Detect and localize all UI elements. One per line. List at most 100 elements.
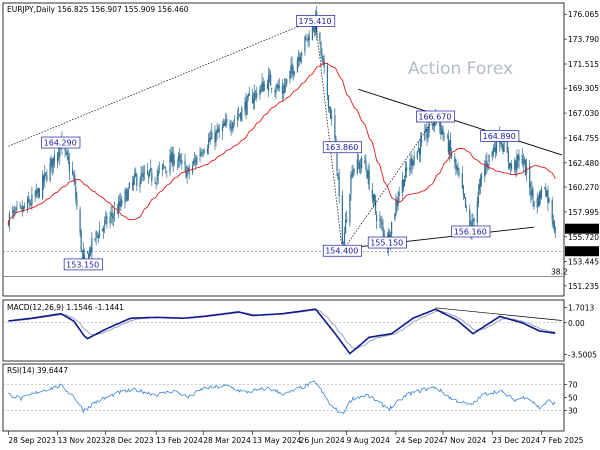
candle-body [514,160,516,170]
candle-body [442,128,444,135]
candle-body [548,198,550,202]
candle-body [27,199,29,211]
candle-body [146,170,149,174]
candle-body [296,60,299,73]
candle-body [194,160,196,161]
candle-body [211,131,213,140]
candle-body [216,130,218,134]
candle-body [450,152,453,158]
candle-body [382,226,384,230]
price-tag-label: 154.400 [567,247,598,256]
candle-body [151,172,153,182]
candle-body [552,220,554,225]
candle-body [469,209,471,225]
candle-body [551,200,553,220]
trendline [342,116,436,252]
candle-body [304,36,306,53]
candle-body [306,39,308,41]
candle-body [523,159,525,162]
candle-body [103,227,105,231]
candle-body [106,216,108,225]
rsi-line [8,380,556,415]
candle-body [271,87,273,89]
candle-body [330,107,332,119]
candle-body [148,173,150,176]
candle-body [36,190,38,195]
candle-body [131,182,134,186]
candle-body [454,156,456,163]
candle-body [486,160,488,167]
candle-body [232,122,234,129]
candle-body [245,100,247,113]
candle-body [166,170,168,172]
candle-body [240,112,242,120]
candle-body [509,163,512,167]
candle-body [154,181,156,183]
candle-body [403,179,406,187]
rsi-layer [3,380,564,415]
price-annotation-label: 153.150 [66,260,99,269]
candle-body [255,91,257,93]
candle-body [256,92,258,98]
candle-body [394,213,396,220]
candle-body [82,250,84,260]
candle-body [236,116,239,119]
candle-body [187,167,189,170]
candle-body [266,83,269,89]
candle-body [35,189,37,197]
candle-body [537,197,539,206]
candle-body [233,119,235,122]
candle-body [463,193,466,198]
candle-body [346,219,348,222]
price-annotation-box [480,130,520,142]
candle-body [395,202,397,215]
candle-body [209,138,211,141]
candle-body [218,128,220,133]
candle-body [134,173,136,179]
candle-body [200,151,202,156]
candle-body [94,238,96,241]
candle-body [427,133,429,139]
candle-body [449,139,452,152]
candle-body [15,207,17,210]
candle-body [448,142,451,154]
candle-body [343,232,346,249]
candle-body [38,189,41,198]
candle-body [43,175,45,182]
candle-body [553,222,555,231]
price-annotation-label: 164.290 [44,139,77,148]
candle-body [446,136,448,138]
candle-body [157,170,159,176]
candle-body [164,167,166,168]
candle-body [16,206,18,208]
candle-body [529,165,531,189]
candle-body [409,167,411,170]
price-y-tick-label: 153.445 [568,258,599,267]
candle-body [128,183,130,188]
candle-body [65,151,67,153]
price-annotation-label: 166.670 [418,113,451,122]
candle-body [372,195,375,201]
candle-body [417,147,419,151]
candle-body [214,132,216,143]
price-y-tick-label: 155.720 [568,233,599,242]
candle-body [531,189,533,197]
candle-body [380,221,382,223]
candle-body [458,172,460,175]
candle-body [426,129,428,139]
candle-body [501,142,503,147]
candle-body [19,204,21,207]
x-tick-label: 7 Nov 2024 [443,436,486,445]
candle-body [374,200,377,213]
x-tick-label: 13 Nov 2023 [58,436,106,445]
price-y-tick-label: 173.790 [568,35,599,44]
candle-body [479,178,482,187]
price-annotation-box [322,244,362,257]
price-header: EURJPY,Daily 156.825 156.907 155.909 156… [7,5,189,14]
macd-y-tick-label: 0.00 [568,319,585,328]
x-tick-label: 28 Sep 2023 [8,436,56,445]
candle-body [298,57,301,61]
candle-body [300,56,302,63]
price-panel-frame [2,2,565,297]
